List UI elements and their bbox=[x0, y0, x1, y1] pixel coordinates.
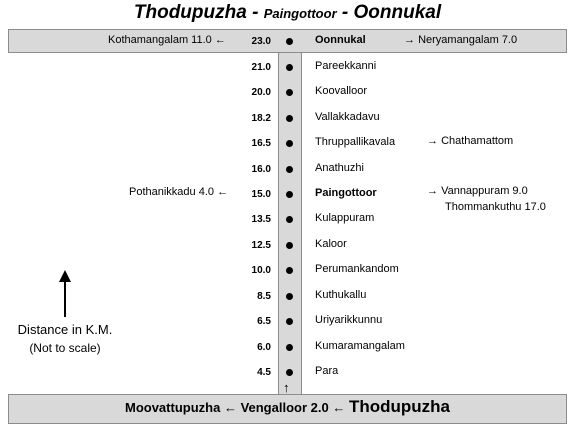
left-arrow-icon: ← bbox=[332, 400, 346, 415]
stop-name-top: Oonnukal bbox=[315, 34, 366, 46]
stop-distance: 18.2 bbox=[251, 113, 271, 124]
stop-distance-top: 23.0 bbox=[251, 36, 271, 47]
stop-dot bbox=[286, 267, 293, 274]
thommankuthu-label: Thommankuthu 17.0 bbox=[445, 201, 546, 213]
vannappuram-label: Vannappuram 9.0 bbox=[441, 185, 528, 197]
stop-dot bbox=[286, 318, 293, 325]
right-arrow-icon: → bbox=[427, 135, 438, 147]
right-arrow-icon: → bbox=[427, 185, 438, 197]
stop-dot bbox=[286, 64, 293, 71]
up-arrow-icon: ↑ bbox=[283, 380, 290, 395]
stop-distance: 10.0 bbox=[251, 265, 271, 276]
stop-distance: 13.5 bbox=[251, 214, 271, 225]
stop-distance: 21.0 bbox=[251, 62, 271, 73]
legend-title: Distance in K.M. bbox=[17, 322, 113, 337]
thodupuzha-label: Thodupuzha bbox=[348, 397, 450, 416]
top-right-branch: → Neryamangalam 7.0 bbox=[404, 34, 517, 46]
stop-dot-top bbox=[286, 38, 293, 45]
pothanikkadu-branch: Pothanikkadu 4.0 ← bbox=[129, 186, 228, 198]
diagram-title: Thodupuzha - Paingottoor - Oonnukal bbox=[0, 2, 575, 24]
top-left-branch: Kothamangalam 11.0 ← bbox=[108, 34, 226, 46]
neryamangalam-label: Neryamangalam 7.0 bbox=[418, 34, 518, 46]
stop-name: Kulappuram bbox=[315, 212, 375, 224]
pothanikkadu-label: Pothanikkadu 4.0 bbox=[129, 186, 215, 198]
stop-dot bbox=[286, 216, 293, 223]
stop-distance: 6.5 bbox=[257, 316, 271, 327]
bottom-band bbox=[8, 394, 567, 424]
stop-distance: 20.0 bbox=[251, 87, 271, 98]
left-arrow-icon: ← bbox=[214, 34, 226, 46]
stop-dot bbox=[286, 89, 293, 96]
road-strip bbox=[278, 53, 302, 394]
stop-name: Perumankandom bbox=[315, 263, 399, 275]
stop-name: Pareekkanni bbox=[315, 60, 377, 72]
moovattupuzha-label: Moovattupuzha bbox=[124, 400, 221, 415]
chathamattom-branch: → Chathamattom bbox=[427, 135, 513, 147]
stop-dot bbox=[286, 140, 293, 147]
stop-name: Kumaramangalam bbox=[315, 340, 405, 352]
stop-dot bbox=[286, 344, 293, 351]
right-arrow-icon: → bbox=[404, 34, 415, 46]
stop-name: Uriyarikkunnu bbox=[315, 314, 383, 326]
stop-distance: 15.0 bbox=[251, 189, 271, 200]
stop-distance: 12.5 bbox=[251, 240, 271, 251]
stop-name: Anathuzhi bbox=[315, 162, 364, 174]
stop-dot bbox=[286, 242, 293, 249]
vengalloor-label: Vengalloor 2.0 bbox=[240, 400, 329, 415]
direction-arrow-icon bbox=[59, 270, 71, 317]
top-band bbox=[8, 29, 567, 53]
stop-name: Vallakkadavu bbox=[315, 111, 380, 123]
left-arrow-icon: ← bbox=[217, 186, 229, 198]
title-destination: - Oonnukal bbox=[336, 2, 442, 23]
bottom-route: Moovattupuzha ← Vengalloor 2.0 ← Thodupu… bbox=[8, 397, 567, 417]
stop-distance: 6.0 bbox=[257, 342, 271, 353]
stop-name: Thruppallikavala bbox=[315, 136, 396, 148]
stop-name: Paingottoor bbox=[315, 187, 377, 199]
stop-dot bbox=[286, 115, 293, 122]
stop-dot bbox=[286, 166, 293, 173]
stop-name: Kaloor bbox=[315, 238, 347, 250]
stop-distance: 8.5 bbox=[257, 291, 271, 302]
left-arrow-icon: ← bbox=[223, 400, 237, 415]
stop-name: Para bbox=[315, 365, 339, 377]
stop-name: Kuthukallu bbox=[315, 289, 367, 301]
vannappuram-branch: → Vannappuram 9.0 bbox=[427, 185, 528, 197]
stop-dot bbox=[286, 369, 293, 376]
kothamangalam-label: Kothamangalam 11.0 bbox=[108, 34, 212, 46]
title-origin: Thodupuzha - bbox=[133, 2, 264, 23]
stop-name: Koovalloor bbox=[315, 85, 367, 97]
legend-note: (Not to scale) bbox=[29, 341, 101, 355]
stop-distance: 16.0 bbox=[251, 164, 271, 175]
stop-dot bbox=[286, 191, 293, 198]
stop-distance: 4.5 bbox=[257, 367, 271, 378]
stop-dot bbox=[286, 293, 293, 300]
title-via: Paingottoor bbox=[263, 6, 337, 21]
stop-distance: 16.5 bbox=[251, 138, 271, 149]
chathamattom-label: Chathamattom bbox=[441, 135, 514, 147]
